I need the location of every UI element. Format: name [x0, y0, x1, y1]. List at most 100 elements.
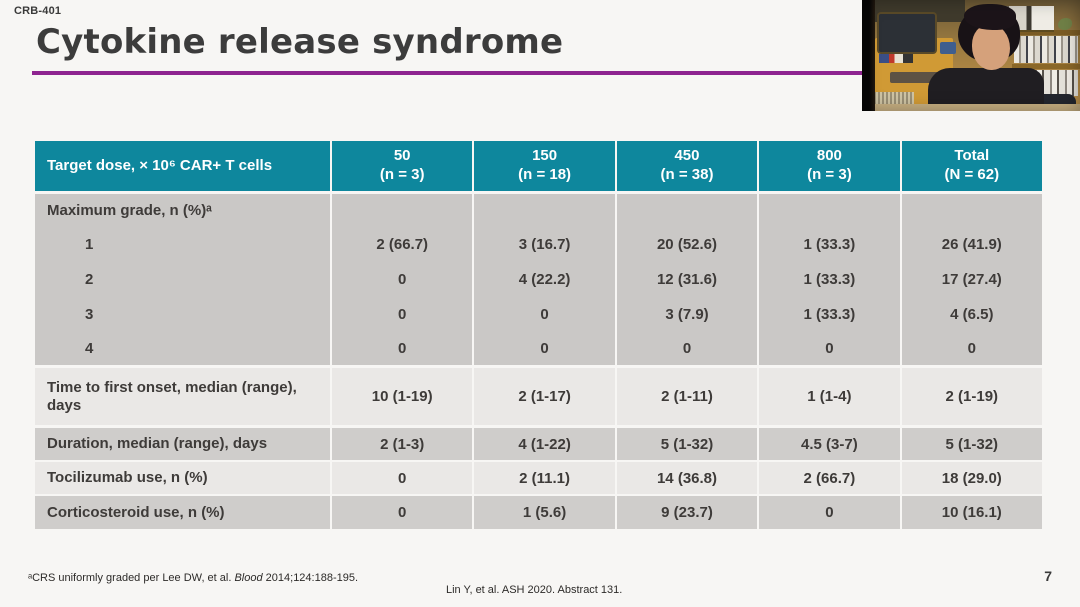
- study-label: CRB-401: [14, 5, 62, 17]
- table-cell: [899, 194, 1042, 227]
- table-cell: 3 (7.9): [614, 297, 757, 332]
- row-label: Time to first onset, median (range), day…: [47, 379, 297, 414]
- table-cell: 9 (23.7): [614, 496, 757, 529]
- table-cell: 1 (33.3): [757, 297, 899, 332]
- row-label: 2: [85, 270, 94, 288]
- footnote-text: ᵃCRS uniformly graded per Lee DW, et al.: [28, 572, 235, 584]
- table-header-col-150: 150 (n = 18): [472, 141, 614, 191]
- table-cell: 5 (1-32): [614, 428, 757, 460]
- table-cell: 4 (1-22): [472, 428, 614, 460]
- webcam-plant: [1058, 18, 1072, 30]
- webcam-phone: [940, 42, 956, 54]
- table-header-dose-label: Target dose, × 10⁶ CAR+ T cells: [47, 157, 273, 175]
- col-n: (n = 3): [807, 166, 852, 183]
- col-dose: 50: [393, 147, 411, 165]
- table-cell: [472, 194, 614, 227]
- webcam-binders-upper: [1014, 36, 1078, 63]
- table-row-grade-2: 2 0 4 (22.2) 12 (31.6) 1 (33.3) 17 (27.4…: [35, 262, 1042, 297]
- webcam-desk-strip: [875, 104, 1080, 111]
- table-cell: [757, 194, 899, 227]
- table-header-col-50: 50 (n = 3): [330, 141, 472, 191]
- page-number: 7: [1044, 568, 1052, 584]
- table-cell: 2 (1-3): [330, 428, 472, 460]
- table-row-tocilizumab: Tocilizumab use, n (%) 0 2 (11.1) 14 (36…: [35, 462, 1042, 494]
- table-header-col-800: 800 (n = 3): [757, 141, 899, 191]
- col-n: (n = 3): [379, 166, 425, 183]
- table-row-grade-1: 1 2 (66.7) 3 (16.7) 20 (52.6) 1 (33.3) 2…: [35, 227, 1042, 262]
- table-row-grade-4: 4 0 0 0 0 0: [35, 332, 1042, 365]
- col-n: (n = 38): [660, 166, 714, 183]
- table-cell: 14 (36.8): [614, 462, 757, 494]
- table-header-row: Target dose, × 10⁶ CAR+ T cells 50 (n = 3…: [35, 141, 1042, 191]
- table-header-col-450: 450 (n = 38): [614, 141, 757, 191]
- table-cell: 2 (1-19): [899, 368, 1042, 425]
- table-cell: 12 (31.6): [614, 262, 757, 297]
- page-title: Cytokine release syndrome: [36, 22, 564, 62]
- table-cell: 0: [614, 332, 757, 365]
- table-cell: 5 (1-32): [899, 428, 1042, 460]
- table-cell: 4 (6.5): [899, 297, 1042, 332]
- table-row-duration: Duration, median (range), days 2 (1-3) 4…: [35, 428, 1042, 460]
- presenter-face: [972, 24, 1010, 70]
- col-dose: 800: [816, 147, 842, 165]
- col-dose: 450: [674, 147, 700, 165]
- presenter-torso: [928, 68, 1044, 111]
- table-cell: 2 (1-17): [472, 368, 614, 425]
- table-cell: 1 (33.3): [757, 262, 899, 297]
- table-row-maximum-grade: Maximum grade, n (%)ᵃ: [35, 194, 1042, 227]
- table-cell: 0: [330, 462, 472, 494]
- table-cell: 3 (16.7): [472, 227, 614, 262]
- table-cell: 0: [899, 332, 1042, 365]
- webcam-shelf-board-top: [980, 30, 1080, 35]
- table-cell: 10 (16.1): [899, 496, 1042, 529]
- table-cell: [614, 194, 757, 227]
- table-cell: 0: [330, 496, 472, 529]
- presenter-hair-fringe: [964, 4, 1016, 30]
- table-cell: 17 (27.4): [899, 262, 1042, 297]
- col-dose: Total: [954, 147, 990, 165]
- row-label: Maximum grade, n (%)ᵃ: [47, 201, 212, 219]
- table-cell: 1 (33.3): [757, 227, 899, 262]
- table-cell: [330, 194, 472, 227]
- footnote-journal: Blood: [234, 572, 263, 584]
- title-underline: [32, 71, 862, 75]
- webcam-shelf-board-mid: [1012, 64, 1080, 69]
- table-cell: 0: [757, 332, 899, 365]
- table-cell: 20 (52.6): [614, 227, 757, 262]
- row-label: 1: [85, 235, 94, 253]
- table-cell: 1 (1-4): [757, 368, 899, 425]
- table-cell: 0: [472, 297, 614, 332]
- table-cell: 18 (29.0): [899, 462, 1042, 494]
- table-cell: 4 (22.2): [472, 262, 614, 297]
- crs-table: Target dose, × 10⁶ CAR+ T cells 50 (n = 3…: [35, 141, 1042, 529]
- table-row-corticosteroid: Corticosteroid use, n (%) 0 1 (5.6) 9 (2…: [35, 496, 1042, 529]
- table-cell: 0: [757, 496, 899, 529]
- footnote-ref: 2014;124:188-195.: [262, 572, 359, 584]
- webcam-shelf-items: [879, 54, 913, 63]
- table-cell: 0: [472, 332, 614, 365]
- table-cell: 4.5 (3-7): [757, 428, 899, 460]
- col-dose: 150: [532, 147, 558, 165]
- table-cell: 2 (11.1): [472, 462, 614, 494]
- webcam-cabinet-slot: [890, 72, 952, 83]
- row-label: 3: [85, 305, 94, 323]
- row-label: 4: [85, 339, 94, 357]
- table-cell: 0: [330, 297, 472, 332]
- table-row-time-to-onset: Time to first onset, median (range), day…: [35, 368, 1042, 425]
- row-label: Corticosteroid use, n (%): [47, 503, 225, 521]
- table-cell: 2 (66.7): [757, 462, 899, 494]
- col-n: (n = 18): [518, 166, 572, 183]
- table-header-col-total: Total (N = 62): [899, 141, 1042, 191]
- webcam-video: [862, 0, 1080, 111]
- webcam-left-dark-edge: [862, 0, 875, 111]
- table-row-grade-3: 3 0 0 3 (7.9) 1 (33.3) 4 (6.5): [35, 297, 1042, 332]
- table-cell: 1 (5.6): [472, 496, 614, 529]
- table-cell: 2 (1-11): [614, 368, 757, 425]
- table-cell: 26 (41.9): [899, 227, 1042, 262]
- webcam-monitor: [879, 14, 935, 52]
- row-label: Duration, median (range), days: [47, 435, 268, 453]
- footnote: ᵃCRS uniformly graded per Lee DW, et al.…: [28, 572, 358, 584]
- table-cell: 0: [330, 262, 472, 297]
- table-cell: 10 (1-19): [330, 368, 472, 425]
